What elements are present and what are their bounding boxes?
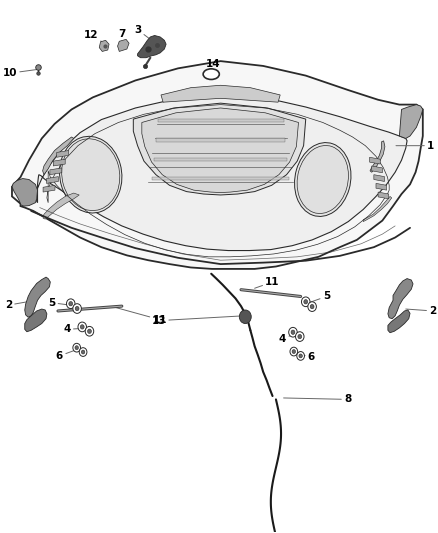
Text: 2: 2 (406, 306, 436, 316)
Circle shape (297, 352, 304, 360)
Text: 5: 5 (48, 298, 71, 308)
Polygon shape (12, 61, 423, 269)
Text: 6: 6 (56, 350, 77, 361)
Text: 2: 2 (5, 300, 35, 310)
Circle shape (73, 304, 81, 313)
Text: 9: 9 (0, 532, 1, 533)
Text: 5: 5 (309, 292, 330, 303)
Polygon shape (99, 41, 109, 52)
Circle shape (73, 343, 81, 352)
Polygon shape (42, 137, 74, 175)
Text: 10: 10 (3, 68, 39, 78)
Polygon shape (370, 157, 380, 164)
Ellipse shape (297, 146, 349, 214)
Text: 13: 13 (152, 316, 244, 326)
Circle shape (299, 354, 302, 358)
Circle shape (289, 327, 297, 337)
Circle shape (67, 299, 75, 309)
Polygon shape (370, 141, 385, 172)
Polygon shape (142, 108, 298, 192)
Polygon shape (57, 150, 69, 157)
Polygon shape (376, 183, 387, 190)
Circle shape (88, 329, 92, 334)
Polygon shape (399, 104, 423, 139)
Circle shape (310, 304, 314, 309)
Circle shape (69, 302, 73, 306)
Text: 11: 11 (254, 277, 280, 288)
Text: 8: 8 (283, 394, 351, 405)
Polygon shape (12, 179, 38, 206)
Circle shape (301, 297, 310, 306)
Text: 6: 6 (297, 352, 315, 362)
Circle shape (75, 306, 79, 311)
Polygon shape (43, 193, 79, 219)
Circle shape (81, 350, 85, 354)
Circle shape (304, 300, 307, 304)
Circle shape (296, 332, 304, 342)
Polygon shape (374, 175, 385, 181)
Polygon shape (53, 159, 65, 166)
Ellipse shape (203, 69, 219, 79)
Polygon shape (25, 309, 47, 332)
Circle shape (79, 348, 87, 357)
Circle shape (308, 302, 316, 311)
Ellipse shape (62, 139, 120, 211)
Polygon shape (378, 192, 389, 199)
Text: 11: 11 (114, 307, 167, 325)
Circle shape (75, 346, 78, 350)
Circle shape (78, 322, 86, 332)
Circle shape (292, 350, 296, 353)
Text: 4: 4 (279, 334, 294, 344)
Circle shape (85, 326, 94, 336)
Circle shape (239, 310, 251, 324)
Polygon shape (43, 185, 55, 192)
Text: 14: 14 (205, 60, 220, 73)
Text: 3: 3 (134, 25, 150, 39)
Text: 1: 1 (396, 141, 434, 151)
Circle shape (291, 330, 295, 334)
Circle shape (298, 334, 302, 339)
Ellipse shape (294, 143, 351, 216)
Polygon shape (161, 85, 280, 102)
Polygon shape (388, 310, 410, 333)
Circle shape (290, 347, 298, 356)
Text: 4: 4 (64, 324, 84, 334)
Text: 12: 12 (84, 30, 105, 43)
Polygon shape (138, 36, 166, 58)
Ellipse shape (60, 136, 122, 213)
Polygon shape (372, 166, 382, 173)
Polygon shape (46, 176, 58, 183)
Polygon shape (388, 279, 413, 319)
Polygon shape (117, 39, 129, 52)
Text: 7: 7 (118, 29, 126, 44)
Polygon shape (133, 103, 306, 195)
Polygon shape (363, 197, 392, 222)
Circle shape (80, 325, 84, 329)
Polygon shape (25, 277, 50, 317)
Polygon shape (50, 168, 62, 175)
Polygon shape (35, 93, 407, 251)
